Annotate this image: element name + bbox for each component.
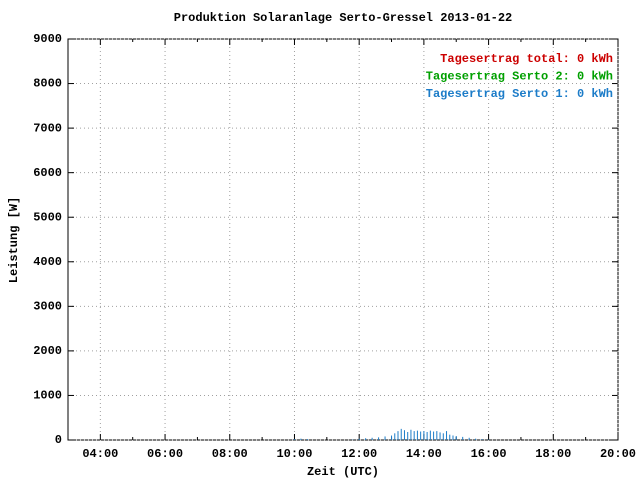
- y-tick-label: 8000: [33, 77, 62, 91]
- legend-entry: Tagesertrag total: 0 kWh: [440, 52, 613, 66]
- y-tick-label: 2000: [33, 344, 62, 358]
- y-tick-label: 6000: [33, 166, 62, 180]
- y-tick-label: 3000: [33, 300, 62, 314]
- y-tick-label: 7000: [33, 121, 62, 135]
- x-tick-label: 12:00: [341, 447, 377, 461]
- x-tick-label: 16:00: [471, 447, 507, 461]
- y-tick-label: 4000: [33, 255, 62, 269]
- chart-title: Produktion Solaranlage Serto-Gressel 201…: [174, 11, 512, 25]
- x-tick-label: 14:00: [406, 447, 442, 461]
- y-tick-label: 0: [55, 433, 62, 447]
- y-tick-label: 1000: [33, 389, 62, 403]
- x-tick-label: 20:00: [600, 447, 636, 461]
- x-tick-label: 18:00: [535, 447, 571, 461]
- x-tick-label: 10:00: [276, 447, 312, 461]
- y-tick-label: 5000: [33, 210, 62, 224]
- legend-entry: Tagesertrag Serto 1: 0 kWh: [426, 87, 613, 101]
- x-tick-label: 08:00: [212, 447, 248, 461]
- y-axis-label: Leistung [W]: [7, 197, 21, 283]
- x-tick-label: 06:00: [147, 447, 183, 461]
- legend-entry: Tagesertrag Serto 2: 0 kWh: [426, 70, 613, 84]
- x-axis-label: Zeit (UTC): [307, 465, 379, 479]
- y-tick-label: 9000: [33, 32, 62, 46]
- x-tick-label: 04:00: [82, 447, 118, 461]
